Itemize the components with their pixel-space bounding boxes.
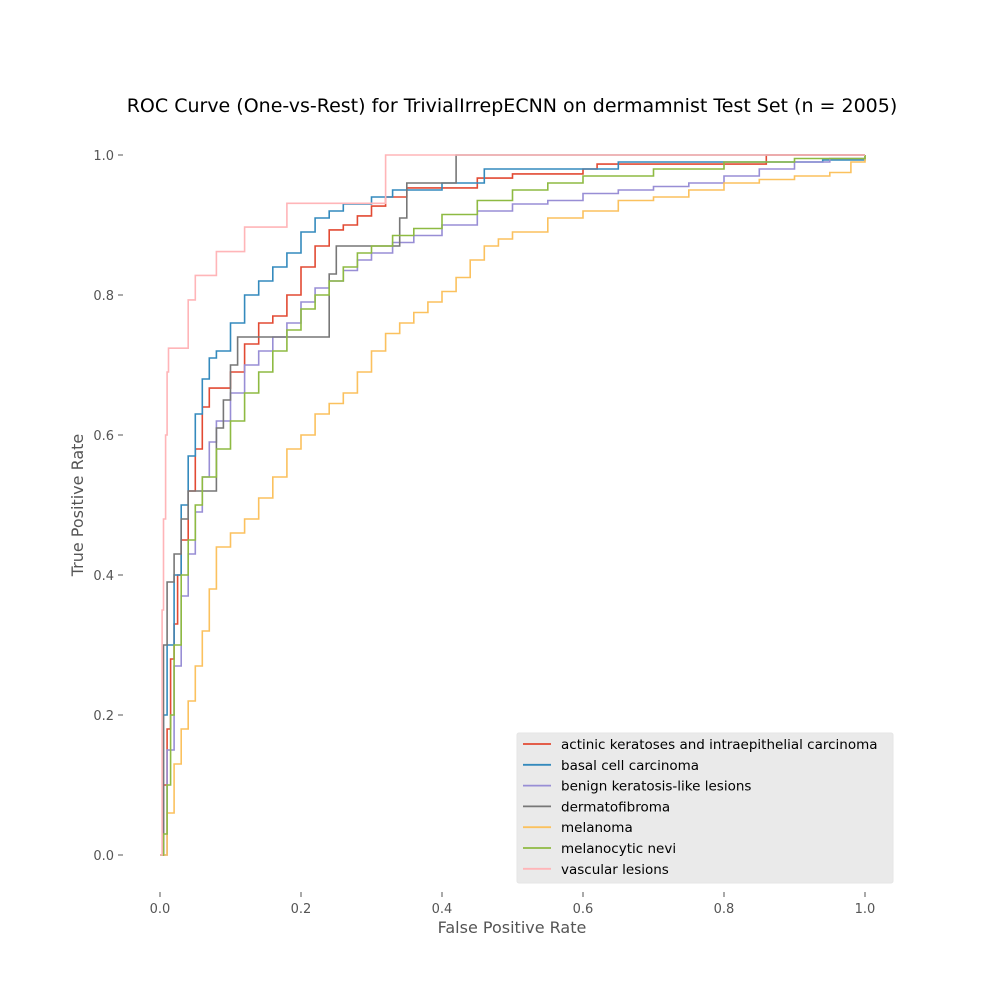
y-tick-label: 0.0 bbox=[93, 849, 114, 864]
x-axis-label: False Positive Rate bbox=[438, 918, 587, 937]
legend-entry: basal cell carcinoma bbox=[561, 758, 699, 774]
legend-entry: dermatofibroma bbox=[561, 799, 670, 815]
y-axis: 0.0 0.2 0.4 0.6 0.8 1.0 bbox=[93, 149, 123, 864]
x-axis: 0.0 0.2 0.4 0.6 0.8 1.0 bbox=[150, 892, 876, 917]
series-line-5 bbox=[160, 155, 866, 856]
series-line-6 bbox=[160, 154, 865, 856]
legend-entry: actinic keratoses and intraepithelial ca… bbox=[561, 737, 878, 753]
y-tick-label: 1.0 bbox=[93, 149, 114, 164]
series-line-4 bbox=[160, 155, 866, 856]
x-tick-label: 0.6 bbox=[573, 902, 594, 917]
y-tick-label: 0.8 bbox=[93, 289, 114, 304]
legend-entry: melanoma bbox=[561, 820, 633, 836]
plot-area bbox=[160, 154, 866, 856]
y-tick-label: 0.4 bbox=[93, 569, 114, 584]
y-tick-label: 0.6 bbox=[93, 429, 114, 444]
series-line-3 bbox=[160, 154, 865, 856]
x-tick-label: 0.4 bbox=[432, 902, 453, 917]
x-tick-label: 0.8 bbox=[714, 902, 735, 917]
legend-entry: benign keratosis-like lesions bbox=[561, 779, 751, 795]
y-axis-label: True Positive Rate bbox=[68, 434, 87, 578]
chart-title: ROC Curve (One-vs-Rest) for TrivialIrrep… bbox=[127, 95, 898, 117]
legend-entry: melanocytic nevi bbox=[561, 841, 676, 857]
legend-entry: vascular lesions bbox=[561, 862, 669, 878]
legend: actinic keratoses and intraepithelial ca… bbox=[516, 732, 894, 884]
x-tick-label: 0.2 bbox=[291, 902, 312, 917]
x-tick-label: 0.0 bbox=[150, 902, 171, 917]
x-tick-label: 1.0 bbox=[855, 902, 876, 917]
series-line-1 bbox=[160, 155, 866, 856]
legend-box bbox=[516, 732, 894, 884]
y-tick-label: 0.2 bbox=[93, 709, 114, 724]
